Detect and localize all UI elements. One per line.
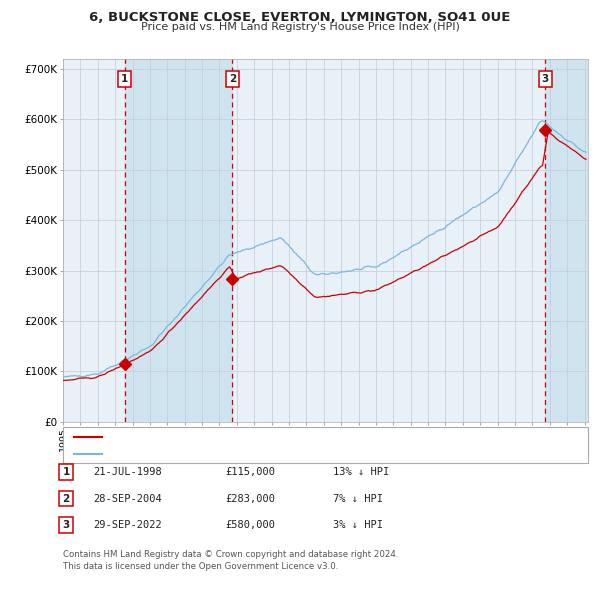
Text: HPI: Average price, detached house, New Forest: HPI: Average price, detached house, New … [109,449,344,459]
Text: 2: 2 [62,494,70,503]
Text: 3% ↓ HPI: 3% ↓ HPI [333,520,383,530]
Text: 1: 1 [62,467,70,477]
Text: 13% ↓ HPI: 13% ↓ HPI [333,467,389,477]
Text: £115,000: £115,000 [225,467,275,477]
Text: 3: 3 [542,74,549,84]
Text: Contains HM Land Registry data © Crown copyright and database right 2024.: Contains HM Land Registry data © Crown c… [63,550,398,559]
Text: £283,000: £283,000 [225,494,275,503]
Text: This data is licensed under the Open Government Licence v3.0.: This data is licensed under the Open Gov… [63,562,338,571]
Text: 28-SEP-2004: 28-SEP-2004 [93,494,162,503]
Text: 29-SEP-2022: 29-SEP-2022 [93,520,162,530]
Text: 6, BUCKSTONE CLOSE, EVERTON, LYMINGTON, SO41 0UE (detached house): 6, BUCKSTONE CLOSE, EVERTON, LYMINGTON, … [109,432,476,442]
Text: 3: 3 [62,520,70,530]
Bar [545,59,591,422]
Text: £580,000: £580,000 [225,520,275,530]
Bar [125,59,232,422]
Text: 21-JUL-1998: 21-JUL-1998 [93,467,162,477]
Text: 7% ↓ HPI: 7% ↓ HPI [333,494,383,503]
Text: 1: 1 [121,74,128,84]
Text: Price paid vs. HM Land Registry's House Price Index (HPI): Price paid vs. HM Land Registry's House … [140,22,460,32]
Text: 6, BUCKSTONE CLOSE, EVERTON, LYMINGTON, SO41 0UE: 6, BUCKSTONE CLOSE, EVERTON, LYMINGTON, … [89,11,511,24]
Text: 2: 2 [229,74,236,84]
